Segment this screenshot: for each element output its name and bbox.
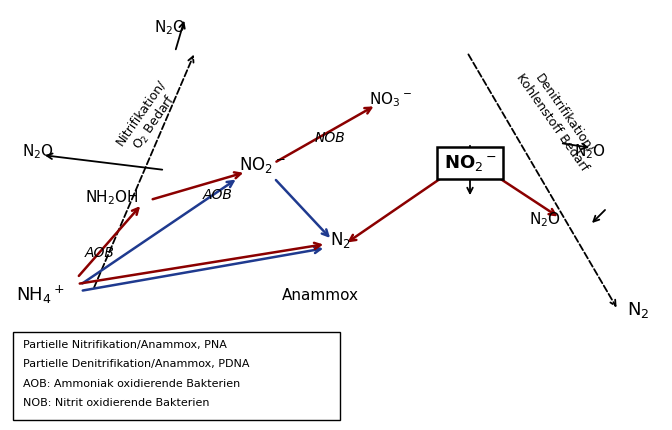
Text: NO$_2$$^-$: NO$_2$$^-$ xyxy=(239,155,286,175)
Text: NO$_2$$^-$: NO$_2$$^-$ xyxy=(444,153,497,173)
Text: N$_2$: N$_2$ xyxy=(627,300,649,320)
Text: NH$_2$OH: NH$_2$OH xyxy=(85,189,139,207)
Text: Partielle Denitrifikation/Anammox, PDNA: Partielle Denitrifikation/Anammox, PDNA xyxy=(23,359,249,369)
Text: AOB: AOB xyxy=(203,188,233,202)
Bar xyxy=(13,332,340,420)
Text: Anammox: Anammox xyxy=(282,288,358,302)
Text: N$_2$O: N$_2$O xyxy=(22,143,54,161)
Text: N$_2$O: N$_2$O xyxy=(529,211,561,229)
Text: NOB: Nitrit oxidierende Bakterien: NOB: Nitrit oxidierende Bakterien xyxy=(23,398,210,408)
Text: Partielle Nitrifikation/Anammox, PNA: Partielle Nitrifikation/Anammox, PNA xyxy=(23,340,227,350)
Text: N$_2$O: N$_2$O xyxy=(154,18,186,37)
Text: NOB: NOB xyxy=(314,131,345,145)
Text: N$_2$O: N$_2$O xyxy=(574,143,606,161)
Text: Nitrifikation/
O$_2$ Bedarf: Nitrifikation/ O$_2$ Bedarf xyxy=(113,77,183,159)
Text: NO$_3$$^-$: NO$_3$$^-$ xyxy=(368,91,411,109)
Text: AOB: AOB xyxy=(85,246,115,260)
Text: NH$_4$$^+$: NH$_4$$^+$ xyxy=(15,284,65,306)
Text: N$_2$: N$_2$ xyxy=(329,230,350,250)
Text: Denitrifikation/
Kohlenstoff Bedarf: Denitrifikation/ Kohlenstoff Bedarf xyxy=(513,62,603,173)
Text: AOB: Ammoniak oxidierende Bakterien: AOB: Ammoniak oxidierende Bakterien xyxy=(23,379,241,389)
